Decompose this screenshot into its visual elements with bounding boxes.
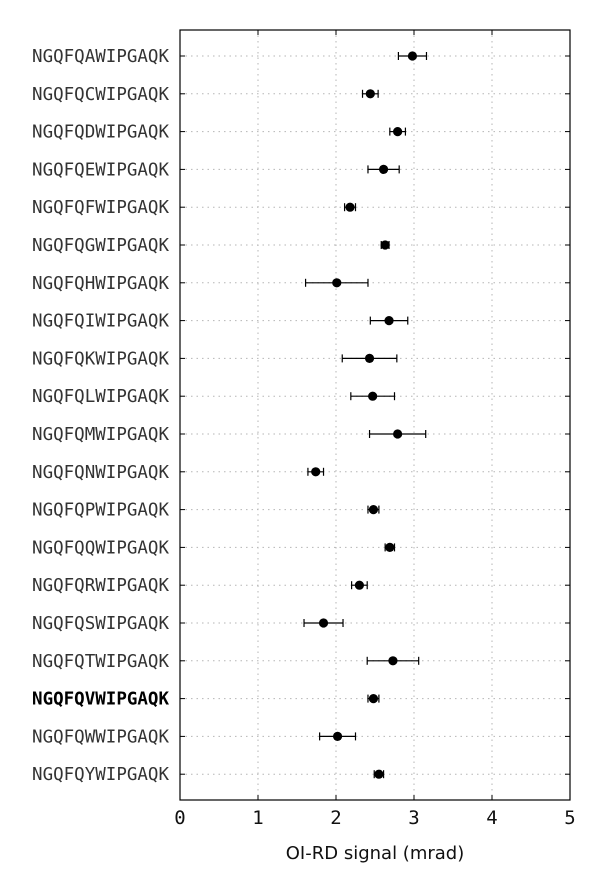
x-tick-label: 4 <box>486 807 497 829</box>
category-label: NGQFQGWIPGAQK <box>32 236 169 256</box>
data-point <box>368 694 379 704</box>
category-label: NGQFQRWIPGAQK <box>32 576 169 596</box>
category-label: NGQFQVWIPGAQK <box>32 690 169 710</box>
data-point <box>407 51 418 61</box>
category-label: NGQFQTWIPGAQK <box>32 652 169 672</box>
tick-marks <box>179 30 571 800</box>
data-point <box>374 769 384 779</box>
category-label: NGQFQQWIPGAQK <box>32 538 169 558</box>
data-point <box>385 542 395 553</box>
category-label: NGQFQKWIPGAQK <box>32 349 169 369</box>
grid-lines <box>180 30 570 800</box>
category-label: NGQFQLWIPGAQK <box>32 387 169 407</box>
data-point <box>368 391 378 401</box>
category-label: NGQFQEWIPGAQK <box>32 160 169 180</box>
plot-frame <box>179 29 571 801</box>
x-tick-label: 0 <box>174 807 185 829</box>
category-label: NGQFQWWIPGAQK <box>32 727 169 747</box>
x-tick-labels: 0 1 2 3 4 5 <box>174 807 575 829</box>
data-point <box>318 618 329 628</box>
category-label: NGQFQYWIPGAQK <box>32 765 169 785</box>
data-point <box>378 164 389 174</box>
x-tick-label: 1 <box>252 807 263 829</box>
x-tick-label: 2 <box>330 807 341 829</box>
category-label: NGQFQPWIPGAQK <box>32 501 169 521</box>
category-label: NGQFQMWIPGAQK <box>32 425 169 445</box>
x-axis-title: OI-RD signal (mrad) <box>286 843 464 864</box>
category-label: NGQFQFWIPGAQK <box>32 198 169 218</box>
category-label: NGQFQDWIPGAQK <box>32 123 169 143</box>
data-point <box>332 731 343 742</box>
category-label: NGQFQSWIPGAQK <box>32 614 169 634</box>
x-tick-label: 3 <box>408 807 419 829</box>
data-point <box>384 316 394 326</box>
data-point <box>364 353 375 363</box>
data-point <box>393 429 403 439</box>
category-label: NGQFQCWIPGAQK <box>32 85 169 105</box>
data-point <box>345 202 355 212</box>
category-label: NGQFQIWIPGAQK <box>32 312 169 332</box>
category-label: NGQFQNWIPGAQK <box>32 463 169 483</box>
category-label: NGQFQAWIPGAQK <box>32 47 169 67</box>
data-point <box>368 505 379 515</box>
data-point <box>393 127 403 137</box>
data-point <box>332 278 342 288</box>
category-label: NGQFQHWIPGAQK <box>32 274 169 294</box>
data-point <box>311 467 321 477</box>
data-points <box>311 51 418 779</box>
data-point <box>354 580 364 590</box>
category-labels: NGQFQAWIPGAQK NGQFQCWIPGAQK NGQFQDWIPGAQK N… <box>32 47 169 785</box>
data-point <box>365 89 375 99</box>
error-bars <box>303 52 428 779</box>
x-tick-label: 5 <box>564 807 575 829</box>
data-point <box>380 240 390 250</box>
data-point <box>388 656 398 666</box>
